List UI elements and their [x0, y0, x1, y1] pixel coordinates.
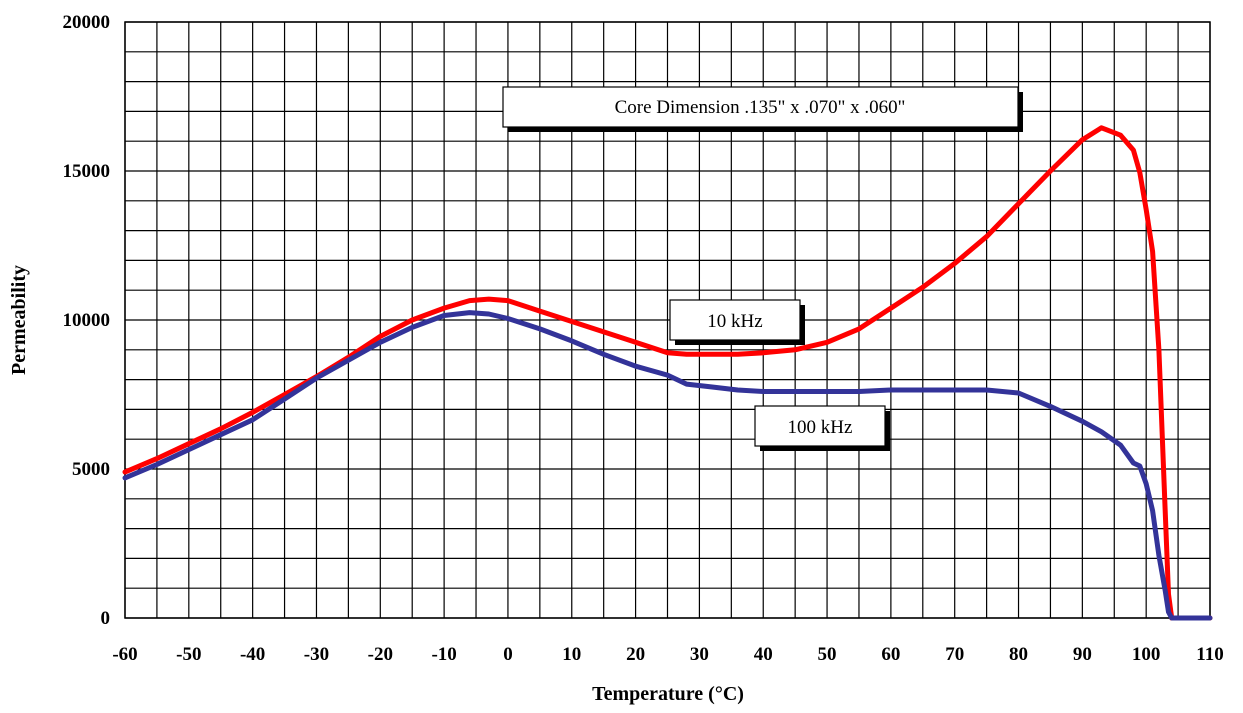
x-tick-label: 70	[945, 644, 964, 665]
x-tick-label: -60	[112, 644, 137, 665]
series-lines	[122, 125, 1213, 621]
y-axis-title: Permeability	[8, 265, 30, 375]
x-axis-title: Temperature (°C)	[592, 683, 744, 705]
x-tick-label: -40	[240, 644, 265, 665]
series-line-10khz	[122, 125, 1213, 621]
core-dimension-label: Core Dimension .135" x .070" x .060"	[615, 97, 906, 118]
x-tick-label: 40	[754, 644, 773, 665]
y-tick-labels: 0 5000 10000 15000 20000	[63, 12, 111, 629]
100khz-label: 100 kHz	[788, 417, 853, 438]
x-tick-label: 80	[1009, 644, 1028, 665]
x-tick-label: 50	[818, 644, 837, 665]
x-tick-label: -10	[431, 644, 456, 665]
y-tick-label: 20000	[63, 12, 111, 33]
plot-frame	[124, 21, 1211, 619]
annotations: Core Dimension .135" x .070" x .060" 10 …	[502, 86, 1023, 451]
10khz-label: 10 kHz	[707, 311, 762, 332]
x-tick-labels: -60 -50 -40 -30 -20 -10 0 10 20 30 40 50 60 70 80 90 100…	[112, 644, 1223, 665]
x-tick-label: -30	[304, 644, 329, 665]
y-tick-label: 5000	[72, 459, 110, 480]
y-tick-label: 0	[101, 608, 111, 629]
100khz-annotation: 100 kHz	[754, 405, 890, 451]
x-tick-label: 20	[626, 644, 645, 665]
x-tick-label: 90	[1073, 644, 1092, 665]
x-tick-label: 10	[562, 644, 581, 665]
series-line-100khz	[122, 310, 1213, 621]
y-tick-label: 10000	[63, 310, 111, 331]
x-tick-label: -20	[368, 644, 393, 665]
x-tick-label: 30	[690, 644, 709, 665]
y-tick-label: 15000	[63, 161, 111, 182]
core-dimension-annotation: Core Dimension .135" x .070" x .060"	[502, 86, 1023, 132]
x-tick-label: 60	[881, 644, 900, 665]
x-tick-label: 100	[1132, 644, 1161, 665]
x-tick-label: 110	[1196, 644, 1223, 665]
10khz-annotation: 10 kHz	[669, 299, 805, 345]
x-tick-label: -50	[176, 644, 201, 665]
x-tick-label: 0	[503, 644, 513, 665]
